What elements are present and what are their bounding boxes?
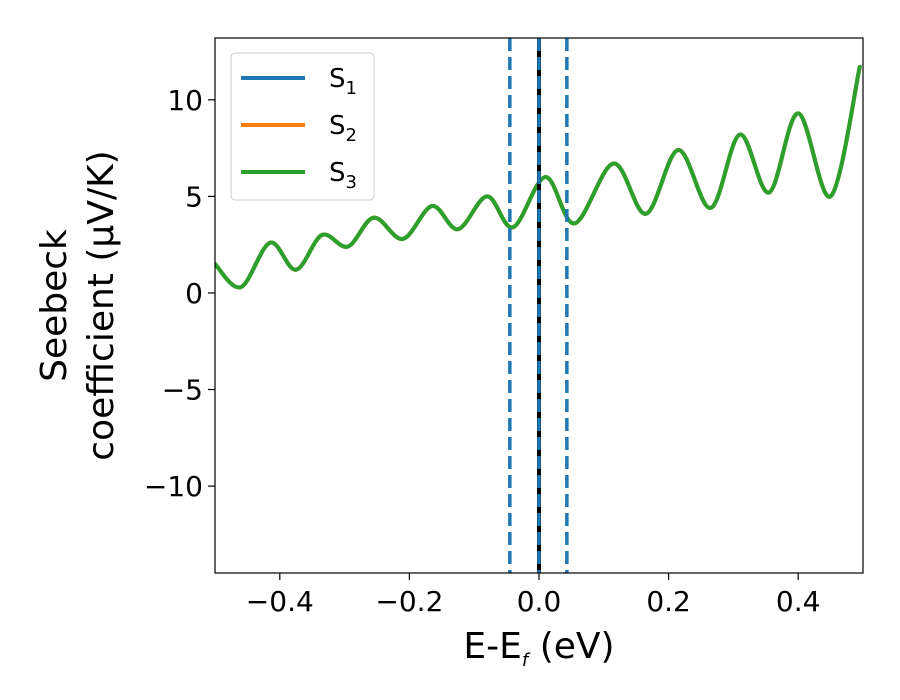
- y-tick-label: 5: [185, 180, 203, 213]
- y-tick-label: −5: [162, 374, 203, 407]
- legend: S1 S2 S3: [230, 52, 375, 201]
- x-tick-label: −0.4: [246, 585, 314, 618]
- y-axis-title: Seebeck coefficient (μV/K): [34, 150, 122, 460]
- y-axis-title-line1: Seebeck: [34, 229, 75, 382]
- y-tick-label: 10: [167, 84, 203, 117]
- x-axis-title: E-Ef (eV): [463, 626, 614, 671]
- x-tick-label: 0.0: [517, 585, 562, 618]
- y-tick-label: −10: [144, 470, 203, 503]
- y-tick-label: 0: [185, 277, 203, 310]
- legend-label-3: S3: [329, 158, 357, 193]
- x-tick-label: 0.2: [646, 585, 691, 618]
- series-line-3: [215, 64, 862, 290]
- axis-ticks: −0.4 −0.2 0.0 0.2 0.4 −10 −5 0 5 10: [144, 84, 821, 618]
- plot-content: [215, 38, 862, 573]
- legend-label-1: S1: [329, 64, 357, 99]
- y-axis-title-line2: coefficient (μV/K): [81, 150, 122, 460]
- legend-label-2: S2: [329, 111, 357, 146]
- x-tick-label: 0.4: [776, 585, 821, 618]
- x-tick-label: −0.2: [375, 585, 443, 618]
